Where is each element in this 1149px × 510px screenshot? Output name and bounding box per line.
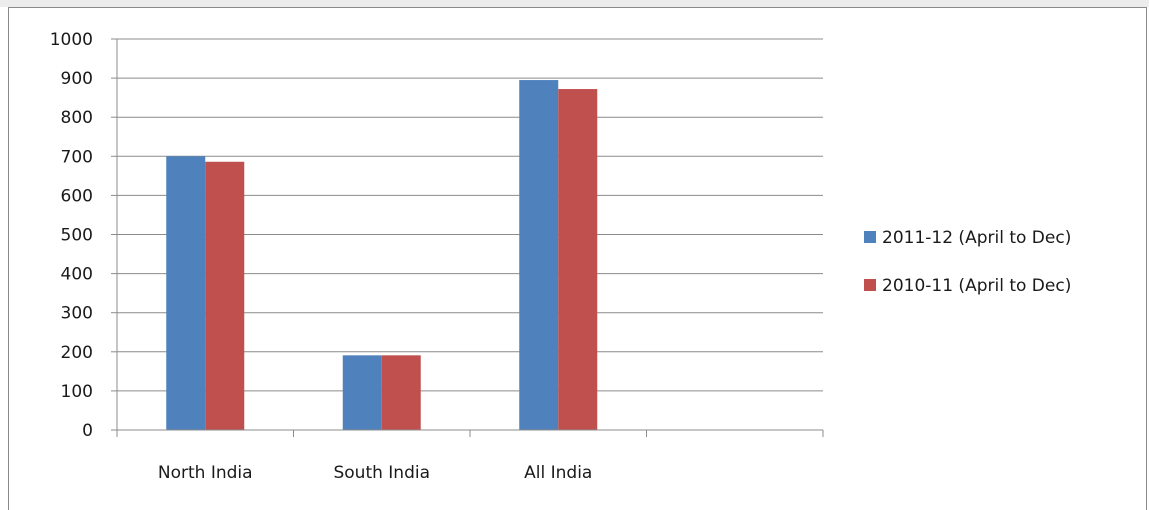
y-tick-label: 0 (82, 421, 93, 441)
y-tick-label: 1000 (50, 30, 93, 50)
y-tick-label: 900 (61, 69, 93, 89)
bar-2011-12 (166, 156, 206, 431)
y-tick-label: 200 (61, 343, 93, 363)
legend-label: 2011-12 (April to Dec) (882, 228, 1071, 248)
y-tick-label: 100 (61, 382, 93, 402)
y-tick-label: 700 (61, 147, 93, 167)
bars (166, 80, 598, 431)
category-labels: North India South India All India (158, 463, 592, 483)
chart-border (8, 7, 1147, 510)
y-tick-label: 400 (61, 265, 93, 285)
bar-2010-11 (205, 161, 245, 431)
legend-swatch (864, 231, 876, 243)
legend: 2011-12 (April to Dec) 2010-11 (April to … (864, 228, 1071, 296)
category-label: All India (524, 463, 592, 483)
legend-swatch (864, 279, 876, 291)
y-tick-label: 300 (61, 304, 93, 324)
x-axis (116, 429, 824, 437)
category-label: South India (333, 463, 430, 483)
y-tick-label: 800 (61, 108, 93, 128)
y-axis-ticks: 0 100 200 300 400 500 600 700 800 900 1000 (50, 30, 118, 441)
bar-2010-11 (381, 355, 421, 430)
y-tick-label: 500 (61, 226, 93, 246)
category-label: North India (158, 463, 253, 483)
bar-2011-12 (342, 355, 382, 430)
top-bar (0, 0, 1149, 7)
bar-2011-12 (519, 80, 559, 431)
legend-label: 2010-11 (April to Dec) (882, 276, 1071, 296)
bar-2010-11 (558, 89, 598, 430)
y-tick-label: 600 (61, 186, 93, 206)
